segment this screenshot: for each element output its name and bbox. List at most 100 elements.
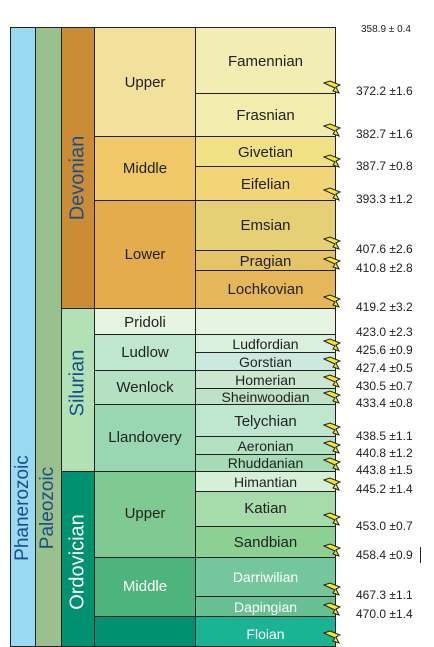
stage-label: Eifelian [240, 176, 291, 193]
series-label: Upper [124, 74, 166, 91]
stage-label: Telychian [234, 413, 297, 430]
stage-cell-pridoli [195, 308, 336, 335]
system-cell-ordovician: Ordovician [61, 471, 95, 647]
series-label: Upper [124, 505, 166, 522]
series-cell: Middle [94, 136, 196, 201]
gssp-spike-icon [323, 154, 341, 168]
stage-cell-pragian: Pragian [195, 250, 336, 271]
stage-cell-sandbian: Sandbian [195, 526, 336, 558]
stage-cell-darriwilian: Darriwilian [195, 557, 336, 597]
boundary-age: 443.8 ±1.5 [356, 463, 413, 477]
series-label: Wenlock [116, 379, 174, 396]
stage-cell-sheinwoodian: Sheinwoodian [195, 388, 336, 405]
series-cell: Upper [94, 471, 196, 558]
boundary-age: 425.6 ±0.9 [356, 343, 413, 357]
gssp-spike-icon [323, 512, 341, 526]
series-cell: Llandovery [94, 404, 196, 472]
series-cell: Upper [94, 27, 196, 137]
series-label: Middle [122, 160, 168, 177]
gssp-spike-icon [323, 338, 341, 352]
gssp-spike-icon [323, 477, 341, 491]
stage-label: Givetian [237, 144, 294, 161]
boundary-age: 419.2 ±3.2 [356, 300, 413, 314]
boundary-age: 358.9 ± 0.4 [361, 24, 411, 35]
gssp-spike-icon [323, 440, 341, 454]
stage-cell-gorstian: Gorstian [195, 352, 336, 371]
gssp-spike-icon [323, 582, 341, 596]
series-label: Lower [124, 246, 166, 263]
series-cell: Wenlock [94, 370, 196, 405]
boundary-age: 440.8 ±1.2 [356, 446, 413, 460]
series-label: Middle [122, 578, 168, 595]
gssp-spike-icon [323, 294, 341, 308]
stage-label: Emsian [240, 217, 291, 234]
series-label: Llandovery [108, 429, 182, 446]
stage-cell-eifelian: Eifelian [195, 166, 336, 201]
stage-cell-himantian: Himantian [195, 471, 336, 492]
stage-label: Frasnian [236, 107, 295, 124]
stage-label: Gorstian [239, 354, 292, 370]
gssp-spike-icon [323, 630, 341, 644]
stage-cell-floian: Floian [195, 616, 336, 647]
erathem-cell: Paleozoic [35, 27, 62, 647]
stage-cell-rhuddanian: Rhuddanian [195, 454, 336, 472]
eonothem-cell: Phanerozoic [10, 27, 36, 647]
boundary-age: 470.0 ±1.4 [356, 607, 413, 621]
stage-label: Darriwilian [232, 569, 299, 585]
gssp-spike-icon [323, 236, 341, 250]
system-cell-devonian: Devonian [61, 27, 95, 309]
stage-label: Rhuddanian [227, 455, 304, 471]
stage-label: Dapingian [233, 599, 298, 615]
stage-label: Sheinwoodian [221, 389, 310, 405]
boundary-age: 393.3 ±1.2 [356, 192, 413, 206]
stage-cell-lochkovian: Lochkovian [195, 270, 336, 309]
eonothem-label: Phanerozoic [12, 455, 33, 561]
boundary-age: 438.5 ±1.1 [356, 429, 413, 443]
text-cursor [420, 547, 421, 563]
system-label: Silurian [66, 349, 89, 417]
series-cell: Middle [94, 557, 196, 617]
stage-cell-emsian: Emsian [195, 200, 336, 251]
stage-label: Floian [246, 626, 285, 642]
boundary-age: 453.0 ±0.7 [356, 519, 413, 533]
series-cell: Lower [94, 200, 196, 309]
stage-cell-homerian: Homerian [195, 370, 336, 389]
system-label: Ordovician [66, 514, 89, 610]
boundary-age: 430.5 ±0.7 [356, 379, 413, 393]
boundary-age: 433.4 ±0.8 [356, 396, 413, 410]
stage-label: Sandbian [233, 534, 298, 551]
gssp-spike-icon [323, 356, 341, 370]
series-label: Pridoli [124, 314, 166, 331]
gssp-spike-icon [323, 374, 341, 388]
gssp-spike-icon [323, 390, 341, 404]
stage-cell-famennian: Famennian [195, 27, 336, 94]
gssp-spike-icon [323, 80, 341, 94]
gssp-spike-icon [323, 422, 341, 436]
stage-label: Himantian [233, 474, 298, 490]
stage-label: Ludfordian [232, 336, 299, 352]
boundary-age: 445.2 ±1.4 [356, 482, 413, 496]
gssp-spike-icon [323, 187, 341, 201]
gssp-spike-icon [323, 123, 341, 137]
boundary-age: 372.2 ±1.6 [356, 84, 413, 98]
stage-label: Famennian [227, 53, 304, 70]
series-cell: Ludlow [94, 334, 196, 371]
boundary-age: 387.7 ±0.8 [356, 159, 413, 173]
gssp-spike-icon [323, 457, 341, 471]
boundary-age: 458.4 ±0.9 [356, 548, 413, 562]
series-cell: Pridoli [94, 308, 196, 335]
stage-cell-frasnian: Frasnian [195, 93, 336, 137]
boundary-age: 467.3 ±1.1 [356, 588, 413, 602]
stage-label: Homerian [235, 372, 296, 388]
system-cell-silurian: Silurian [61, 308, 95, 472]
boundary-age: 407.6 ±2.6 [356, 242, 413, 256]
series-cell [94, 616, 196, 647]
erathem-label: Paleozoic [37, 466, 58, 550]
stage-cell-ludfordian: Ludfordian [195, 334, 336, 353]
stage-label: Lochkovian [227, 281, 304, 298]
series-label: Ludlow [121, 344, 169, 361]
stage-cell-dapingian: Dapingian [195, 596, 336, 617]
boundary-age: 410.8 ±2.8 [356, 261, 413, 275]
stage-cell-aeronian: Aeronian [195, 436, 336, 455]
stage-cell-telychian: Telychian [195, 404, 336, 437]
